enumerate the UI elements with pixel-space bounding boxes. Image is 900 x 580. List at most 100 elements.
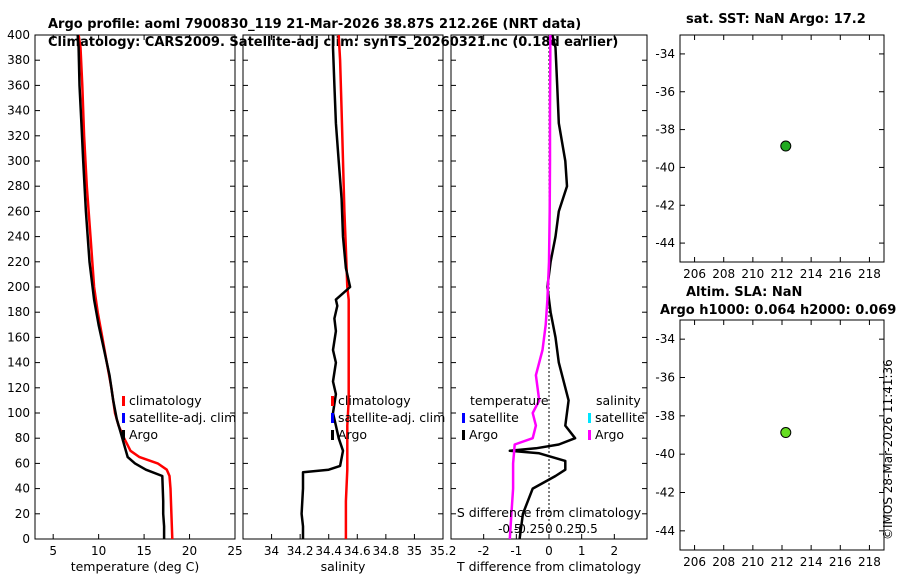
sla-map-xtick-label: 218 — [858, 555, 881, 569]
salinity-xtick-label: 35.2 — [430, 544, 457, 558]
sla-map-xtick-label: 208 — [712, 555, 735, 569]
difference-legend-t-satellite-label: satellite — [469, 410, 519, 425]
depth-ytick-label: 0 — [22, 532, 30, 546]
temperature-legend-argo-swatch — [122, 430, 125, 440]
depth-ytick-label: 300 — [7, 154, 30, 168]
difference-xtick-label: -2 — [478, 544, 490, 558]
sla-map-xtick-label: 214 — [800, 555, 823, 569]
salinity-legend-argo-label: Argo — [338, 427, 367, 442]
sla-map-ytick-label: -34 — [655, 332, 675, 346]
salinity-xtick-label: 34.8 — [372, 544, 399, 558]
sla-map-xtick-label: 216 — [829, 555, 852, 569]
temperature-legend-climatology-swatch — [122, 396, 125, 406]
difference-legend-s-satellite-label: satellite — [595, 410, 645, 425]
timestamp-stamp: ©IMOS 28-Mar-2026 11:41:36 — [881, 359, 895, 540]
sla-map-xtick-label: 210 — [741, 555, 764, 569]
sst-map-ytick-label: -42 — [655, 198, 675, 212]
difference-legend-t-satellite-swatch — [462, 413, 465, 423]
depth-ytick-label: 120 — [7, 381, 30, 395]
difference-S-Argo-line — [508, 35, 552, 540]
sla-map-ytick-label: -42 — [655, 486, 675, 500]
depth-ytick-label: 360 — [7, 78, 30, 92]
salinity-xlabel: salinity — [321, 559, 366, 574]
temperature-xtick-label: 10 — [91, 544, 106, 558]
sla-map-marker — [780, 427, 792, 439]
difference-legend-temperature-title: temperature — [470, 393, 549, 408]
salinity-xtick-label: 34.6 — [344, 544, 371, 558]
difference-xtick2-label: 0 — [545, 522, 553, 536]
depth-ytick-label: 60 — [15, 456, 30, 470]
depth-ytick-label: 320 — [7, 129, 30, 143]
depth-ytick-label: 220 — [7, 255, 30, 269]
salinity-axes — [242, 34, 444, 540]
temperature-Argo-line — [76, 34, 166, 539]
sla-title-2: Argo h1000: 0.064 h2000: 0.069 — [660, 303, 896, 318]
sst-map-xtick-label: 214 — [800, 267, 823, 281]
salinity-xtick-label: 34 — [264, 544, 279, 558]
temperature-legend-climatology-label: climatology — [129, 393, 202, 408]
difference-legend-s-satellite-swatch — [588, 413, 591, 423]
sla-map-xtick-label: 212 — [771, 555, 794, 569]
sst-map-ytick-label: -40 — [655, 160, 675, 174]
salinity-xtick-label: 34.2 — [287, 544, 314, 558]
depth-ytick-label: 20 — [15, 507, 30, 521]
sst-title: sat. SST: NaN Argo: 17.2 — [686, 12, 866, 27]
sst-map-xtick-label: 216 — [829, 267, 852, 281]
salinity-legend-satellite-label: satellite-adj. clim — [338, 410, 445, 425]
difference-xlabel: T difference from climatology — [456, 559, 642, 574]
depth-ytick-label: 380 — [7, 53, 30, 67]
difference-legend-t-argo-label: Argo — [469, 427, 498, 442]
depth-ytick-label: 260 — [7, 204, 30, 218]
sla-title-1: Altim. SLA: NaN — [686, 285, 802, 300]
sst-map-xtick-label: 206 — [683, 267, 706, 281]
difference-legend-salinity-title: salinity — [596, 393, 641, 408]
sst-map-xtick-label: 210 — [741, 267, 764, 281]
temperature-xtick-label: 25 — [227, 544, 242, 558]
salinity-xtick-label: 35 — [407, 544, 422, 558]
sst-map-xtick-label: 208 — [712, 267, 735, 281]
depth-ytick-label: 100 — [7, 406, 30, 420]
difference-xtick-label: 0 — [545, 544, 553, 558]
sst-map-ytick-label: -44 — [655, 236, 675, 250]
difference-xtick-label: 1 — [578, 544, 586, 558]
temperature-xtick-label: 5 — [49, 544, 57, 558]
sst-map-ytick-label: -34 — [655, 47, 675, 61]
temperature-legend-satellite-swatch — [122, 413, 125, 423]
sst-map-xtick-label: 212 — [771, 267, 794, 281]
sst-map-xtick-label: 218 — [858, 267, 881, 281]
depth-ytick-label: 240 — [7, 230, 30, 244]
title-line-1: Argo profile: aoml 7900830_119 21-Mar-20… — [48, 17, 581, 32]
depth-ytick-label: 140 — [7, 356, 30, 370]
temperature-xtick-label: 20 — [182, 544, 197, 558]
depth-ytick-label: 80 — [15, 431, 30, 445]
sla-map-ytick-label: -36 — [655, 371, 675, 385]
temperature-legend-argo-label: Argo — [129, 427, 158, 442]
depth-ytick-label: 280 — [7, 179, 30, 193]
temperature-legend-satellite-label: satellite-adj. clim — [129, 410, 236, 425]
temperature-xtick-label: 15 — [136, 544, 151, 558]
difference-legend-s-argo-label: Argo — [595, 427, 624, 442]
difference-legend-s-argo-swatch — [588, 430, 591, 440]
salinity-legend-climatology-label: climatology — [338, 393, 411, 408]
salinity-legend-climatology-swatch — [331, 396, 334, 406]
temperature-xlabel: temperature (deg C) — [71, 559, 200, 574]
sla-map-ytick-label: -38 — [655, 409, 675, 423]
depth-ytick-label: 160 — [7, 330, 30, 344]
depth-ytick-label: 40 — [15, 482, 30, 496]
difference-legend-t-argo-swatch — [462, 430, 465, 440]
salinity-climatology-line — [337, 34, 350, 539]
difference-xtick2-label: 0.25 — [555, 522, 582, 536]
difference-xtick2-label: -0.25 — [514, 522, 545, 536]
depth-ytick-label: 400 — [7, 28, 30, 42]
salinity-legend-satellite-swatch — [331, 413, 334, 423]
sst-map-ytick-label: -36 — [655, 85, 675, 99]
depth-ytick-label: 200 — [7, 280, 30, 294]
difference-xlabel2: S difference from climatology — [457, 505, 642, 520]
sla-map-ytick-label: -44 — [655, 524, 675, 538]
difference-xtick2-label: 0.5 — [579, 522, 598, 536]
depth-ytick-label: 340 — [7, 104, 30, 118]
difference-xtick-label: -1 — [510, 544, 522, 558]
sla-map-ytick-label: -40 — [655, 447, 675, 461]
salinity-Argo-line — [300, 35, 352, 539]
sst-map-marker — [780, 140, 792, 152]
